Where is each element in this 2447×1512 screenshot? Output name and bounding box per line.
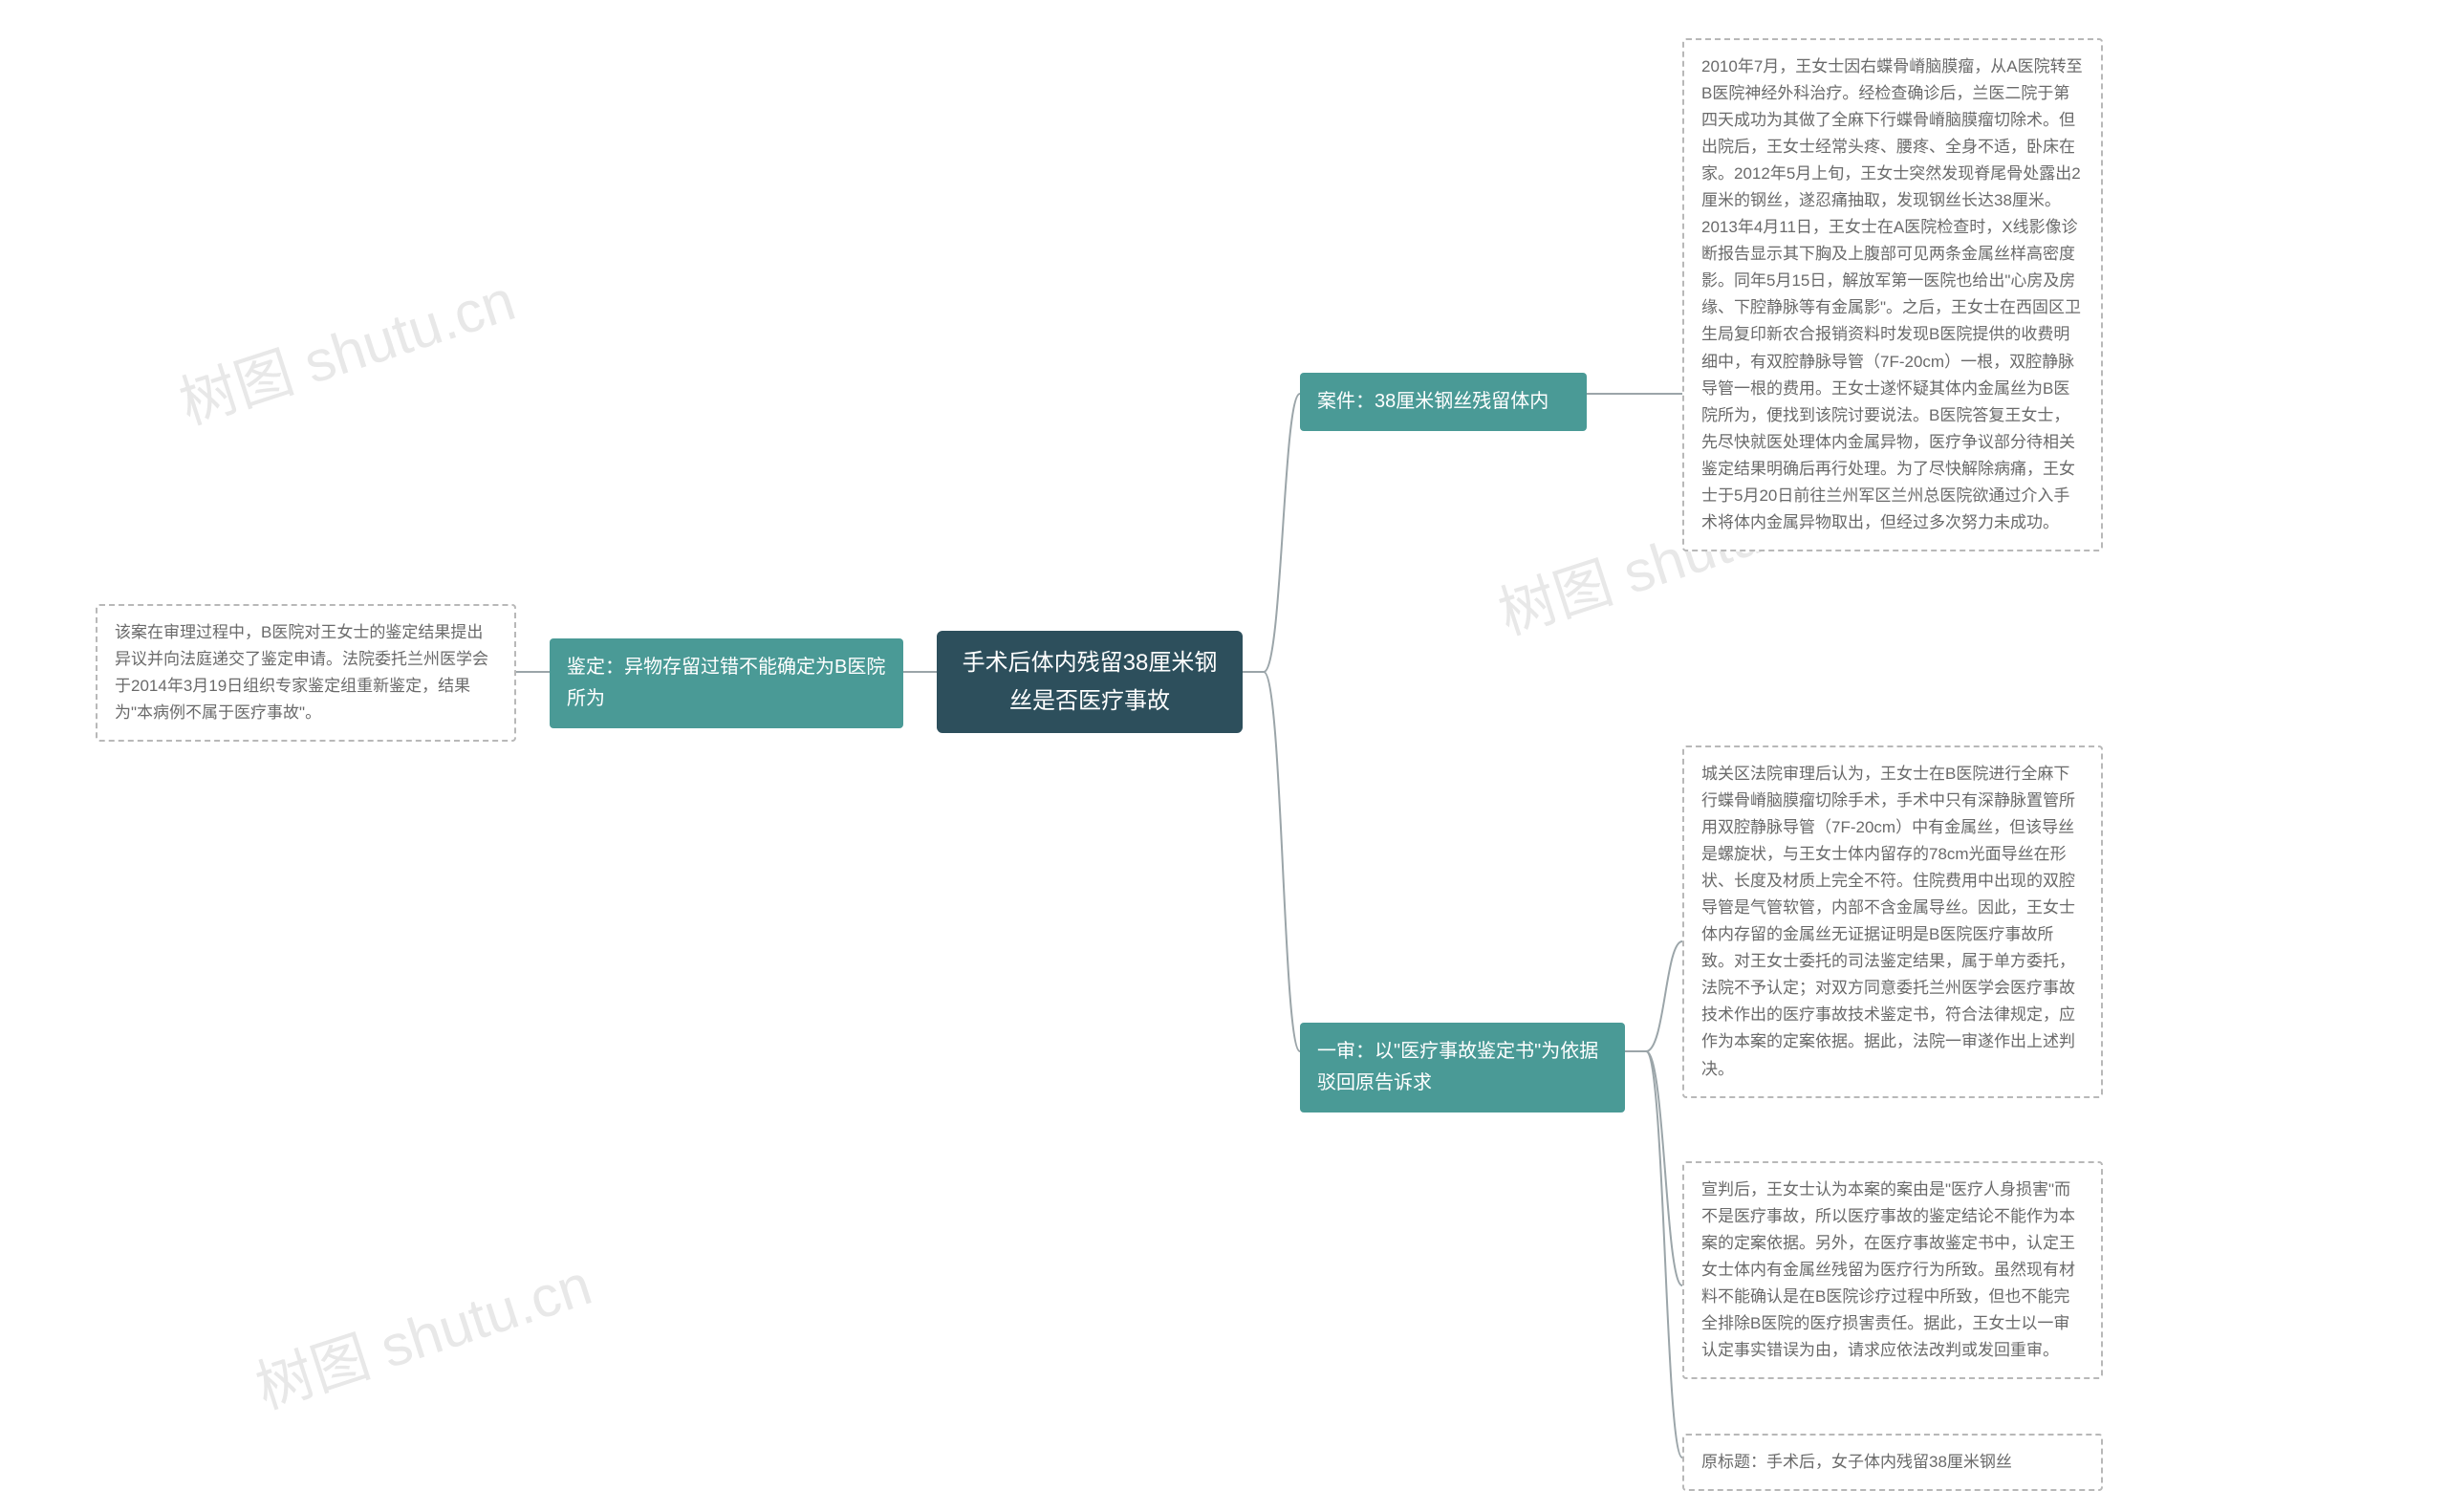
leaf-right-bottom-1: 城关区法院审理后认为，王女士在B医院进行全麻下行蝶骨嵴脑膜瘤切除手术，手术中只有…	[1682, 745, 2103, 1098]
branch-right-top: 案件：38厘米钢丝残留体内	[1300, 373, 1587, 431]
leaf-right-top: 2010年7月，王女士因右蝶骨嵴脑膜瘤，从A医院转至B医院神经外科治疗。经检查确…	[1682, 38, 2103, 551]
leaf-left: 该案在审理过程中，B医院对王女士的鉴定结果提出异议并向法庭递交了鉴定申请。法院委…	[96, 604, 516, 742]
branch-right-bottom: 一审：以"医疗事故鉴定书"为依据驳回原告诉求	[1300, 1023, 1625, 1112]
leaf-right-bottom-3: 原标题：手术后，女子体内残留38厘米钢丝	[1682, 1434, 2103, 1491]
center-node: 手术后体内残留38厘米钢丝是否医疗事故	[937, 631, 1243, 733]
branch-left: 鉴定：异物存留过错不能确定为B医院所为	[550, 638, 903, 728]
leaf-right-bottom-2: 宣判后，王女士认为本案的案由是"医疗人身损害"而不是医疗事故，所以医疗事故的鉴定…	[1682, 1161, 2103, 1379]
